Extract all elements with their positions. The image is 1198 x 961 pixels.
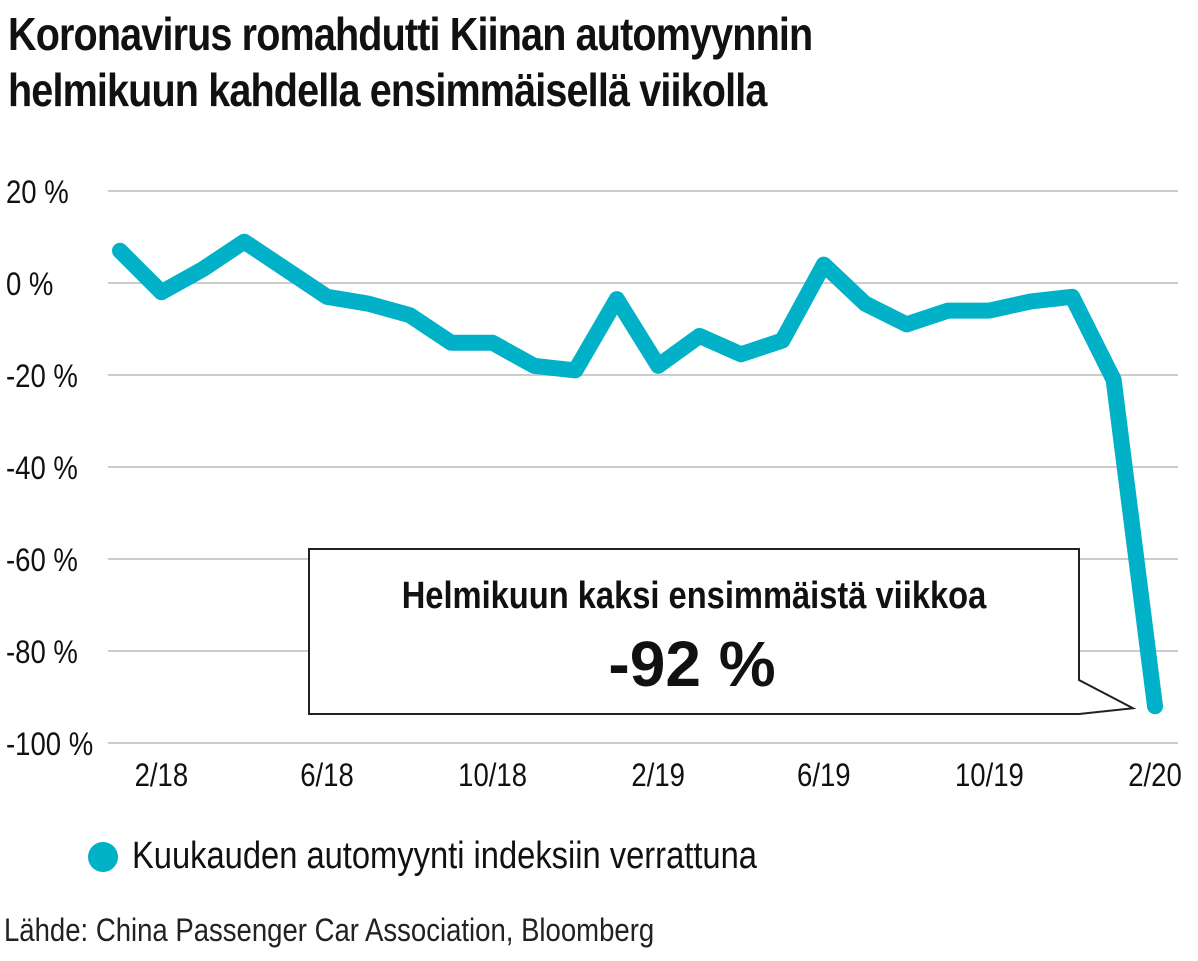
callout-label: Helmikuun kaksi ensimmäistä viikkoa [402,574,987,617]
data-point [367,302,370,305]
data-point [450,341,453,344]
y-axis-labels: 20 % 0 % -20 % -40 % -60 % -80 % -100 % [6,175,93,762]
x-tick-label: 6/19 [797,758,851,793]
title-line-2: helmikuun kahdella ensimmäisellä viikoll… [8,64,767,116]
x-tick-label: 10/19 [955,758,1024,793]
y-tick-label: 20 % [6,175,69,210]
y-tick-label: -60 % [6,543,78,578]
data-point [574,369,577,372]
data-point [119,249,121,252]
legend: Kuukauden automyynti indeksiin verrattun… [88,835,859,878]
data-point [1071,295,1074,298]
annotation-callout: Helmikuun kaksi ensimmäistä viikkoa -92 … [308,548,1137,715]
data-point [1029,300,1032,303]
x-tick-label: 2/20 [1128,758,1182,793]
data-point [947,309,949,312]
data-point [615,298,618,301]
data-point [781,339,784,342]
data-point [160,291,163,294]
data-point [408,314,411,317]
callout-value: -92 % [608,628,775,700]
series-line [112,233,1163,715]
data-point [533,364,535,367]
data-point [1112,378,1115,381]
data-point [284,268,287,271]
data-point [740,353,742,356]
chart-title: Koronavirus romahdutti Kiinan automyynni… [8,6,1023,118]
data-point [1154,705,1156,708]
data-point [698,334,701,337]
x-tick-label: 2/18 [135,758,189,793]
data-point [905,323,908,326]
series-layer [112,233,1163,715]
y-tick-label: -100 % [6,727,93,762]
x-axis-labels: 2/18 6/18 10/18 2/19 6/19 10/19 2/20 [135,758,1182,793]
data-point [243,240,246,243]
data-point [201,268,204,271]
data-point [491,341,494,344]
x-tick-label: 10/18 [458,758,527,793]
x-tick-label: 2/19 [631,758,685,793]
y-tick-label: -80 % [6,635,78,670]
callout-box [308,548,1137,715]
source-note: Lähde: China Passenger Car Association, … [4,912,655,948]
data-point [988,309,991,312]
y-tick-label: 0 % [6,267,53,302]
y-tick-label: -20 % [6,359,78,394]
legend-marker [88,841,118,872]
legend-label: Kuukauden automyynti indeksiin verrattun… [132,835,757,877]
data-point [822,263,825,266]
data-point [864,302,867,305]
data-point [657,364,660,367]
x-tick-label: 6/18 [300,758,354,793]
data-point [326,295,328,298]
title-line-1: Koronavirus romahdutti Kiinan automyynni… [8,8,813,60]
y-tick-label: -40 % [6,451,78,486]
